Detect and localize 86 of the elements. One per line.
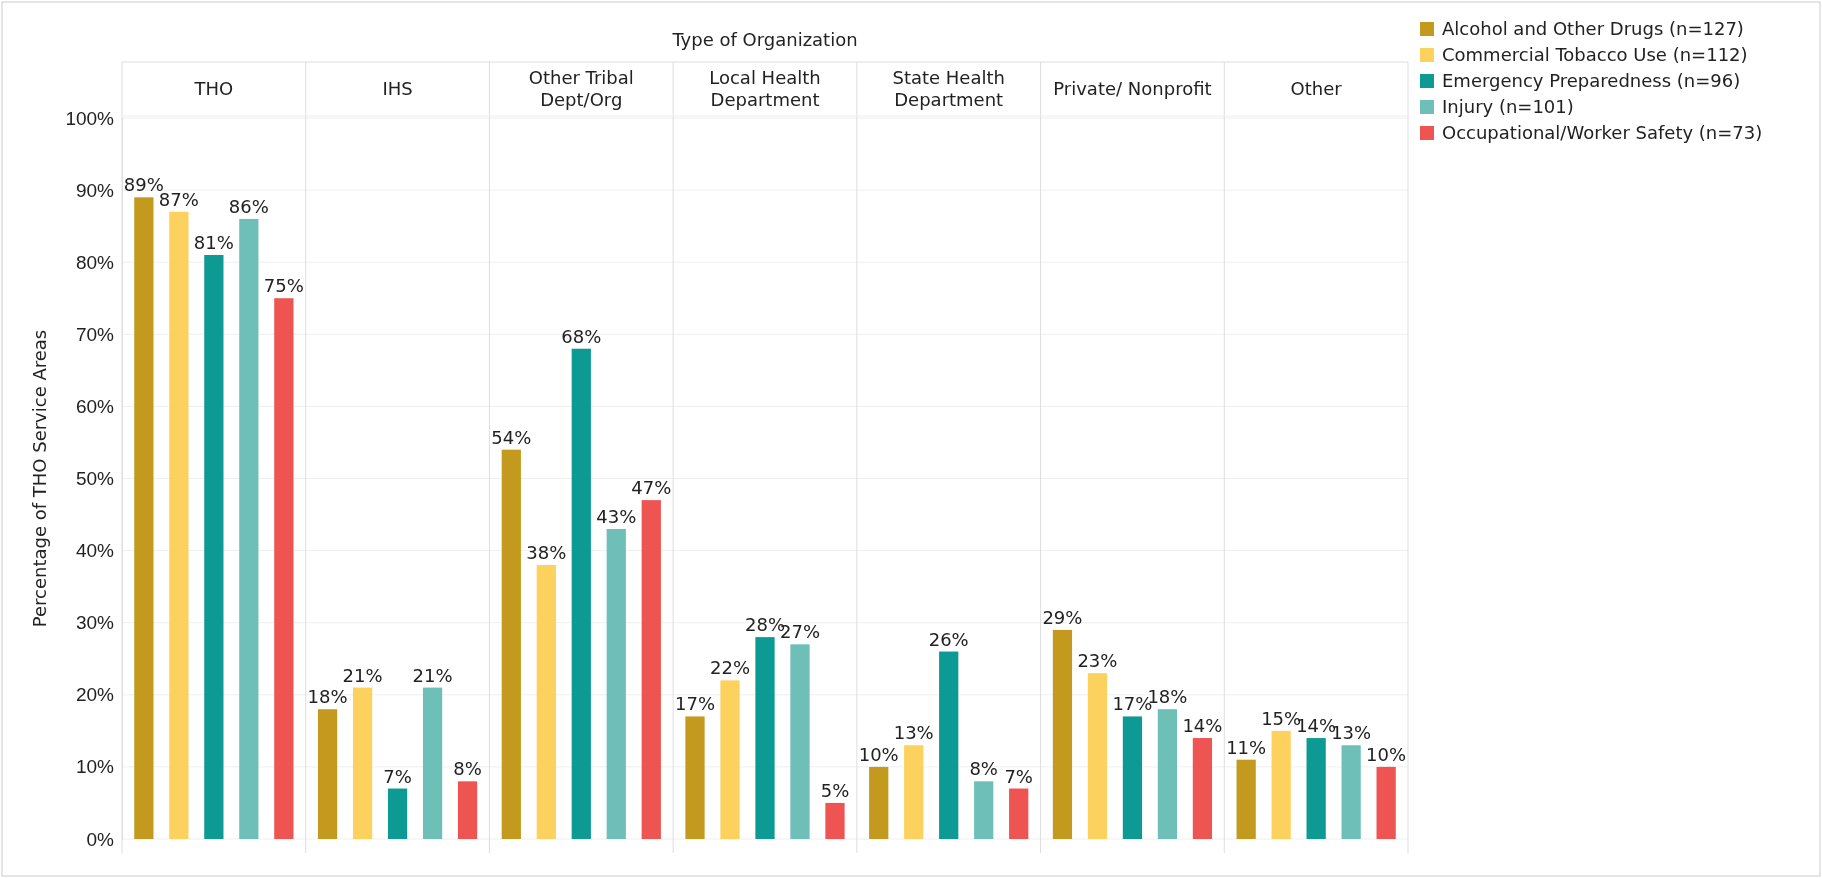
bar [974, 781, 994, 839]
data-label: 86% [228, 195, 269, 217]
bar [134, 197, 154, 839]
bar [1306, 738, 1326, 839]
bar [1236, 759, 1256, 839]
x-tick-label: Local Health Department [709, 67, 821, 110]
data-label: 10% [858, 743, 899, 765]
bar [939, 651, 959, 839]
x-tick-label: State Health Department [892, 67, 1005, 110]
data-label: 8% [453, 758, 482, 780]
bar [169, 211, 189, 839]
data-label: 81% [193, 231, 234, 253]
bar [352, 687, 373, 839]
data-label: 23% [1077, 650, 1118, 672]
x-tick-label: Other [1290, 78, 1343, 99]
bar [1192, 738, 1213, 839]
y-tick-label: 50% [75, 468, 115, 490]
bar [904, 745, 924, 839]
data-label: 29% [1042, 606, 1083, 628]
y-tick-label: 70% [75, 323, 115, 345]
y-tick-label: 0% [86, 828, 115, 850]
x-tick-label: Private/ Nonprofit [1053, 78, 1212, 99]
bar [204, 254, 224, 839]
data-label: 68% [561, 325, 602, 347]
bar [1122, 716, 1143, 839]
y-axis-title: Percentage of THO Service Areas [29, 329, 50, 628]
data-label: 18% [307, 686, 348, 708]
bar [1341, 745, 1361, 839]
bar [869, 766, 889, 839]
legend-label: Commercial Tobacco Use (n=112) [1442, 44, 1748, 65]
bar [536, 565, 556, 839]
bar [274, 298, 294, 839]
data-label: 7% [1004, 765, 1033, 787]
data-label: 54% [491, 426, 532, 448]
y-tick-label: 30% [75, 612, 115, 634]
legend-label: Alcohol and Other Drugs (n=127) [1442, 18, 1744, 39]
data-label: 14% [1182, 715, 1223, 737]
bar [239, 218, 259, 839]
bar [571, 348, 591, 839]
bar [1052, 629, 1073, 839]
bar [1157, 709, 1178, 839]
bar [317, 709, 338, 839]
data-label: 11% [1226, 736, 1267, 758]
data-label: 43% [596, 505, 637, 527]
data-label: 26% [928, 628, 969, 650]
y-tick-label: 40% [75, 540, 115, 562]
x-tick-label: Other Tribal Dept/Org [528, 67, 634, 110]
bar [1271, 730, 1291, 839]
bar [790, 644, 810, 839]
bar [422, 687, 443, 839]
y-tick-label: 60% [75, 395, 115, 417]
data-label: 22% [710, 657, 751, 679]
data-label: 21% [412, 664, 453, 686]
legend-label: Emergency Preparedness (n=96) [1442, 70, 1741, 91]
x-axis-title: Type of Organization [671, 29, 858, 50]
bar [501, 449, 521, 839]
data-label: 7% [383, 765, 412, 787]
y-tick-label: 10% [75, 756, 115, 778]
data-label: 75% [263, 275, 304, 297]
y-tick-label: 90% [75, 179, 115, 201]
bar [755, 637, 775, 839]
bar [641, 500, 661, 839]
data-label: 10% [1366, 743, 1407, 765]
bar [720, 680, 740, 839]
bar [387, 788, 408, 839]
bar [685, 716, 705, 839]
data-label: 38% [526, 542, 567, 564]
data-label: 21% [342, 664, 383, 686]
y-tick-label: 80% [75, 251, 115, 273]
x-tick-label: IHS [382, 78, 413, 99]
data-label: 8% [969, 758, 998, 780]
bar [1376, 766, 1396, 839]
legend-label: Injury (n=101) [1442, 96, 1574, 117]
bar [606, 528, 626, 839]
bar [1009, 788, 1029, 839]
bar [457, 781, 478, 839]
bar [825, 802, 845, 839]
data-label: 47% [631, 477, 672, 499]
data-label: 13% [893, 722, 934, 744]
bar [1087, 673, 1108, 839]
data-label: 5% [820, 779, 850, 801]
y-tick-label: 20% [75, 684, 115, 706]
y-tick-label: 100% [65, 107, 115, 129]
legend-label: Occupational/Worker Safety (n=73) [1442, 122, 1763, 143]
data-label: 17% [675, 693, 716, 715]
x-tick-label: THO [193, 78, 234, 99]
